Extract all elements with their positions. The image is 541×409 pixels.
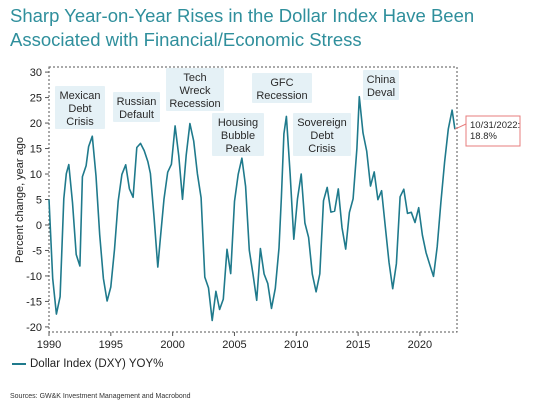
annotation-background — [252, 73, 312, 103]
latest-value-callout: 10/31/2022:18.8% — [454, 115, 521, 147]
y-tick-label: 15 — [30, 144, 42, 156]
y-tick-label: -5 — [32, 245, 42, 257]
y-tick-label: -20 — [26, 322, 42, 334]
annotation-background — [212, 113, 264, 156]
annotation-text: Bubble — [221, 130, 255, 142]
x-tick-label: 2005 — [222, 339, 246, 351]
annotation-text: China — [367, 74, 397, 86]
y-tick-label: 30 — [30, 67, 42, 79]
annotation-text: Crisis — [308, 143, 336, 155]
callout-text: 18.8% — [470, 131, 497, 142]
annotation-text: Peak — [225, 143, 251, 155]
legend-swatch — [12, 363, 26, 365]
callout-leader — [454, 123, 467, 130]
y-tick-label: -10 — [26, 271, 42, 283]
annotation-text: Recession — [169, 98, 220, 110]
legend: Dollar Index (DXY) YOY% — [12, 358, 163, 370]
annotation-background — [166, 68, 224, 111]
callout-box — [465, 115, 521, 147]
y-tick-label: -15 — [26, 296, 42, 308]
y-tick-label: 25 — [30, 93, 42, 105]
x-axis: 1990 1995 2000 2005 2010 2015 2020 — [37, 332, 432, 351]
y-tick-label: 20 — [30, 118, 42, 130]
x-tick-label: 2000 — [160, 339, 184, 351]
annotation-text: Recession — [256, 90, 307, 102]
annotation-background — [55, 86, 105, 129]
x-tick-label: 1990 — [37, 339, 61, 351]
y-tick-label: 10 — [30, 169, 42, 181]
annotation-text: Mexican — [60, 90, 101, 102]
annotation-background — [363, 70, 399, 100]
y-tick-label: 0 — [36, 220, 42, 232]
x-tick-label: 2010 — [284, 339, 308, 351]
y-axis: -20 -15 -10 -5 0 5 10 15 20 25 30 — [26, 67, 49, 334]
dollar-index-yoy-line — [48, 95, 456, 322]
source-note: Sources: GW&K Investment Management and … — [10, 393, 191, 400]
x-tick-label: 2020 — [408, 339, 432, 351]
annotation-text: Default — [119, 109, 154, 121]
annotation-text: Wreck — [180, 85, 211, 97]
annotation-text: Sovereign — [297, 117, 347, 129]
annotation-background — [293, 113, 351, 156]
event-annotations: MexicanDebtCrisisRussianDefaultTechWreck… — [55, 68, 399, 156]
chart-title: Sharp Year-on-Year Rises in the Dollar I… — [10, 5, 475, 50]
annotation-text: Debt — [68, 103, 91, 115]
annotation-text: Russian — [117, 96, 157, 108]
y-axis-label: Percent change, year ago — [14, 137, 26, 263]
annotation-text: Crisis — [66, 116, 94, 128]
annotation-text: Housing — [218, 117, 258, 129]
annotation-text: Debt — [310, 130, 333, 142]
annotation-text: Deval — [367, 87, 395, 99]
annotation-background — [113, 92, 160, 122]
annotation-text: Tech — [183, 72, 206, 84]
x-tick-label: 1995 — [99, 339, 123, 351]
y-tick-label: 5 — [36, 195, 42, 207]
x-tick-label: 2015 — [346, 339, 370, 351]
annotation-text: GFC — [270, 77, 293, 89]
legend-label: Dollar Index (DXY) YOY% — [30, 358, 164, 370]
callout-text: 10/31/2022: — [470, 120, 520, 131]
